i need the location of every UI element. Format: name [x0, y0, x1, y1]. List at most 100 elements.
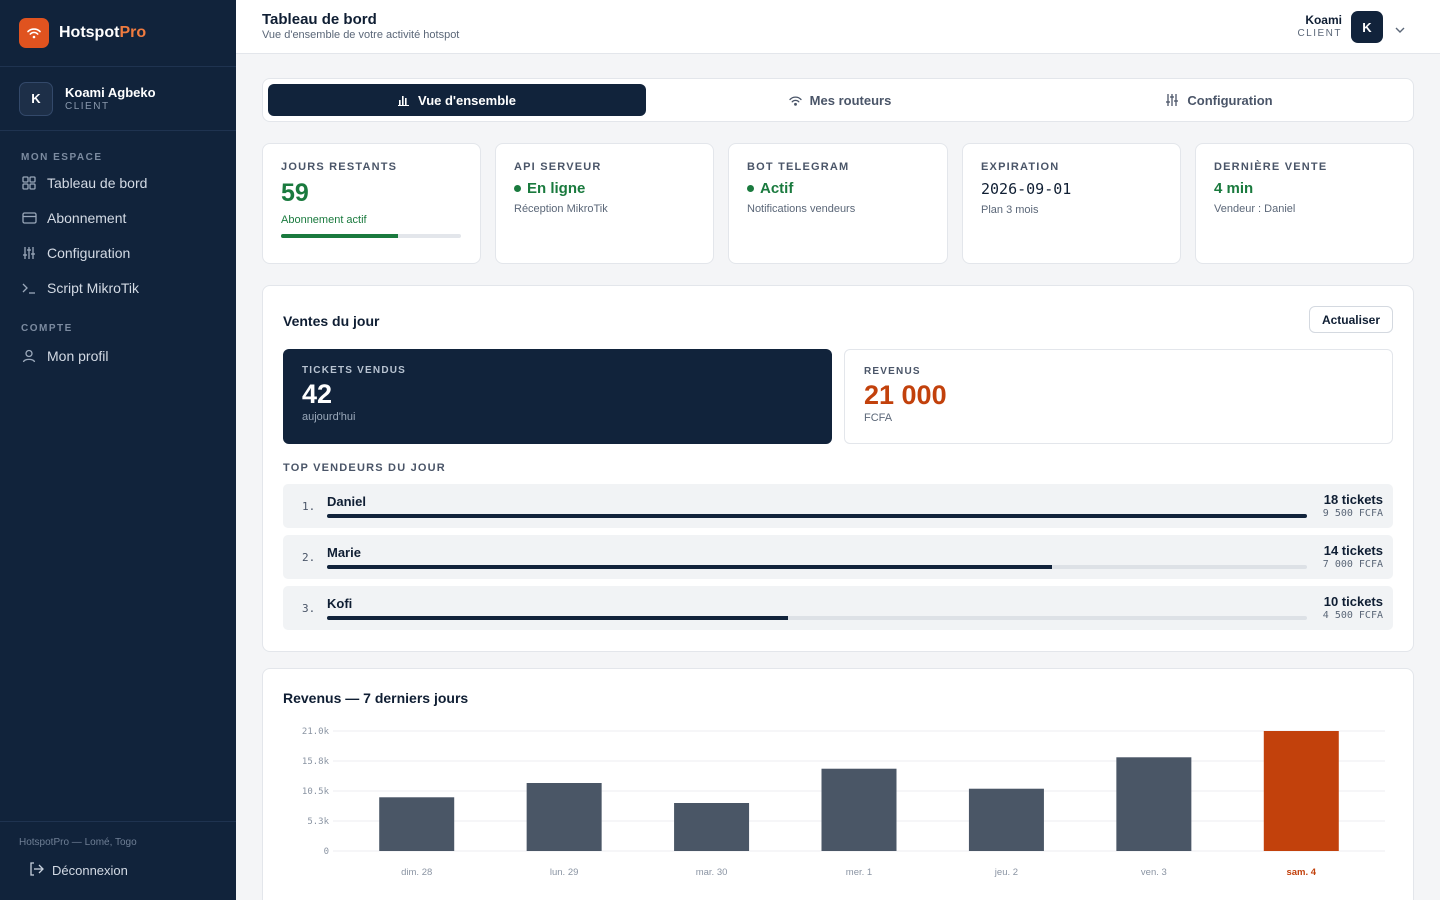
nav-section-main: MON ESPACE: [21, 152, 103, 163]
stat-sub: aujourd'hui: [302, 411, 356, 423]
sidebar-item-script[interactable]: Script MikroTik: [0, 270, 236, 305]
sidebar-item-label: Mon profil: [47, 347, 109, 364]
list-item: 2. Marie 14 tickets 7 000 FCFA: [283, 535, 1393, 579]
tab-label: Vue d'ensemble: [418, 92, 516, 108]
kpi-label: API SERVEUR: [514, 161, 602, 173]
tickets-sold-stat: TICKETS VENDUS 42 aujourd'hui: [283, 349, 832, 444]
page-title: Tableau de bord: [262, 11, 377, 28]
kpi-expiration: EXPIRATION 2026-09-01 Plan 3 mois: [962, 143, 1181, 264]
user-role: CLIENT: [65, 101, 110, 112]
sidebar-item-label: Script MikroTik: [47, 279, 140, 296]
tab-label: Configuration: [1187, 92, 1273, 108]
seller-share-fill: [327, 565, 1053, 569]
kpi-api-server: API SERVEUR En ligne Réception MikroTik: [495, 143, 714, 264]
logout-button[interactable]: Déconnexion: [0, 848, 236, 879]
brand[interactable]: HotspotPro: [0, 0, 236, 67]
logout-icon: [29, 862, 44, 879]
chart-bar[interactable]: [1116, 757, 1192, 851]
y-tick-label: 21.0k: [302, 727, 330, 737]
x-tick-label: dim. 28: [401, 867, 432, 878]
seller-name: Daniel: [327, 494, 367, 509]
kpi-sub: Abonnement actif: [281, 214, 367, 226]
tab-routers[interactable]: Mes routeurs: [651, 84, 1029, 116]
seller-tickets: 18 tickets: [1323, 492, 1383, 507]
stat-value: 42: [302, 379, 333, 409]
wifi-icon: [789, 95, 802, 106]
x-tick-label: jeu. 2: [994, 867, 1018, 878]
grid-icon: [21, 175, 37, 191]
top-user-role: CLIENT: [1297, 28, 1342, 39]
seller-amount: 7 000 FCFA: [1322, 559, 1383, 570]
seller-rank: 3.: [302, 602, 316, 615]
kpi-last-sale: DERNIÈRE VENTE 4 min Vendeur : Daniel: [1195, 143, 1414, 264]
sliders-icon: [21, 245, 37, 261]
refresh-button[interactable]: Actualiser: [1308, 306, 1393, 333]
sidebar: HotspotPro K Koami Agbeko CLIENT MON ESP…: [0, 0, 236, 900]
kpi-value: 59: [281, 179, 309, 207]
chart-bar[interactable]: [379, 797, 455, 851]
stat-value: 21 000: [864, 380, 947, 410]
footer-location: HotspotPro — Lomé, Togo: [19, 837, 137, 848]
card-icon: [21, 210, 37, 226]
x-tick-label: ven. 3: [1141, 867, 1167, 878]
seller-tickets: 14 tickets: [1323, 543, 1383, 558]
sidebar-item-dashboard[interactable]: Tableau de bord: [0, 165, 236, 200]
revenue-chart-card: Revenus — 7 derniers jours 0 5.3k 10.5k 15.…: [262, 668, 1414, 900]
tab-label: Mes routeurs: [809, 92, 892, 108]
kpi-sub: Vendeur : Daniel: [1214, 203, 1296, 215]
kpi-value: Actif: [747, 180, 929, 197]
tab-overview[interactable]: Vue d'ensemble: [268, 84, 646, 116]
sidebar-item-configuration[interactable]: Configuration: [0, 235, 236, 270]
subscription-progress: [281, 234, 461, 238]
kpi-value: En ligne: [514, 180, 695, 197]
seller-share-fill: [327, 514, 1307, 518]
nav-section-account: COMPTE: [21, 323, 73, 334]
kpi-label: DERNIÈRE VENTE: [1214, 161, 1328, 173]
stat-sub: FCFA: [864, 412, 893, 424]
kpi-telegram-bot: BOT TELEGRAM Actif Notifications vendeur…: [728, 143, 948, 264]
avatar[interactable]: K: [1351, 11, 1383, 43]
y-tick-label: 10.5k: [302, 787, 330, 797]
seller-share-bar: [327, 514, 1307, 518]
y-tick-label: 5.3k: [307, 817, 329, 827]
seller-share-bar: [327, 565, 1307, 569]
chart-bar[interactable]: [674, 803, 750, 851]
seller-share-bar: [327, 616, 1307, 620]
top-sellers-label: TOP VENDEURS DU JOUR: [283, 462, 446, 474]
kpi-days-remaining: JOURS RESTANTS 59 Abonnement actif: [262, 143, 481, 264]
chart-bar[interactable]: [526, 783, 602, 851]
seller-name: Kofi: [327, 596, 353, 611]
chevron-down-icon[interactable]: [1395, 20, 1405, 38]
user-name: Koami Agbeko: [65, 85, 156, 100]
kpi-sub: Réception MikroTik: [514, 203, 608, 215]
kpi-label: JOURS RESTANTS: [281, 161, 398, 173]
kpi-label: BOT TELEGRAM: [747, 161, 850, 173]
x-tick-label: mar. 30: [696, 867, 728, 878]
chart-bar[interactable]: [821, 768, 897, 851]
kpi-label: EXPIRATION: [981, 161, 1060, 173]
seller-rank: 1.: [302, 500, 316, 513]
card-title: Ventes du jour: [283, 313, 380, 329]
sidebar-user[interactable]: K Koami Agbeko CLIENT: [0, 67, 236, 131]
chart-bar[interactable]: [1263, 731, 1339, 851]
user-icon: [21, 348, 37, 364]
sidebar-item-subscription[interactable]: Abonnement: [0, 200, 236, 235]
chart-title: Revenus — 7 derniers jours: [283, 690, 469, 706]
seller-tickets: 10 tickets: [1323, 594, 1383, 609]
stat-label: REVENUS: [864, 366, 921, 377]
x-tick-label: sam. 4: [1286, 867, 1316, 878]
sliders-icon: [1165, 93, 1179, 107]
chart-bar[interactable]: [968, 788, 1044, 851]
terminal-icon: [21, 280, 37, 296]
account-menu[interactable]: Koami CLIENT: [1297, 13, 1342, 39]
tab-configuration[interactable]: Configuration: [1030, 84, 1408, 116]
status-dot-icon: [514, 185, 521, 192]
y-tick-label: 0: [324, 847, 329, 857]
wifi-logo-icon: [19, 18, 49, 48]
kpi-value: 2026-09-01: [981, 180, 1072, 198]
revenue-stat: REVENUS 21 000 FCFA: [844, 349, 1393, 444]
seller-amount: 4 500 FCFA: [1322, 610, 1383, 621]
sidebar-item-profile[interactable]: Mon profil: [0, 338, 236, 373]
progress-fill: [281, 234, 398, 238]
x-tick-label: mer. 1: [846, 867, 872, 878]
